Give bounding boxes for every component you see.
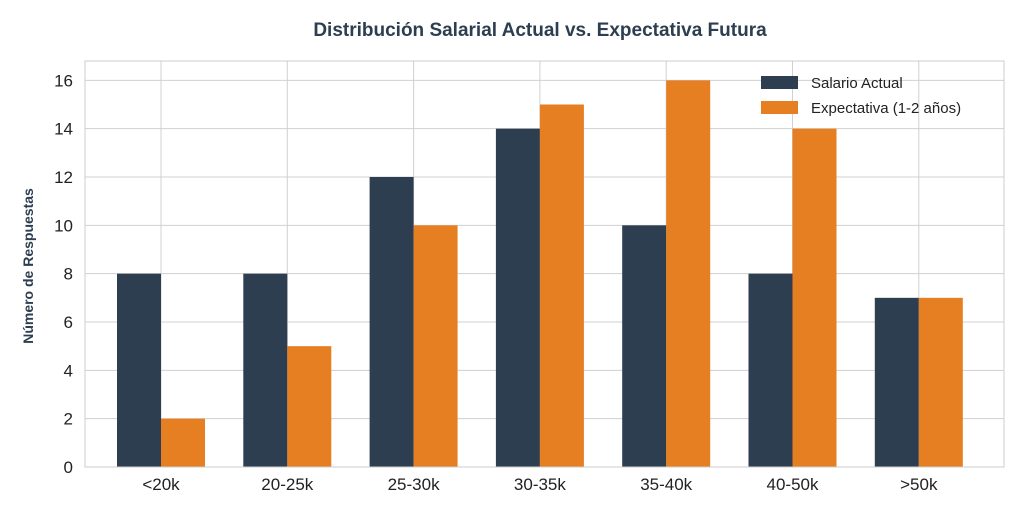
y-tick-label: 16: [54, 71, 73, 90]
chart-title: Distribución Salarial Actual vs. Expecta…: [313, 20, 767, 41]
bar-expectativa-0: [161, 418, 205, 467]
legend-swatch: [761, 101, 798, 114]
bars: [117, 80, 963, 467]
bar-expectativa-3: [539, 104, 584, 467]
bar-salario-actual-4: [622, 225, 667, 467]
x-ticks: <20k 20-25k 25-30k 30-35k 35-40k 40-50k >50k: [142, 475, 938, 494]
bar-expectativa-6: [918, 297, 963, 467]
bar-salario-actual-2: [369, 177, 414, 467]
legend-label: Expectativa (1-2 años): [811, 100, 961, 117]
y-axis-label: Número de Respuestas: [20, 188, 36, 344]
y-tick-label: 10: [54, 216, 73, 235]
y-ticks: 0 2 4 6 8 10 12 14 16: [54, 71, 73, 477]
y-tick-label: 2: [64, 410, 73, 429]
x-tick-label: 40-50k: [767, 475, 819, 494]
bar-expectativa-5: [792, 128, 837, 467]
plot-frame: [84, 60, 1005, 468]
y-tick-label: 4: [64, 361, 73, 380]
bar-salario-actual-0: [117, 273, 161, 467]
legend: Salario Actual Expectativa (1-2 años): [761, 75, 961, 117]
y-tick-label: 8: [64, 265, 73, 284]
x-tick-label: 30-35k: [514, 475, 566, 494]
y-tick-label: 0: [64, 458, 73, 477]
legend-swatch: [761, 76, 798, 89]
y-tick-label: 12: [54, 168, 73, 187]
y-tick-label: 6: [64, 313, 73, 332]
bar-expectativa-4: [666, 80, 711, 467]
legend-label: Salario Actual: [811, 75, 903, 92]
x-tick-label: <20k: [142, 475, 180, 494]
bar-salario-actual-6: [874, 297, 919, 467]
bar-salario-actual-3: [495, 128, 540, 467]
x-tick-label: 25-30k: [388, 475, 440, 494]
bar-expectativa-2: [413, 225, 458, 467]
x-tick-label: >50k: [900, 475, 938, 494]
x-tick-label: 20-25k: [261, 475, 313, 494]
x-tick-label: 35-40k: [640, 475, 692, 494]
bar-expectativa-1: [287, 346, 332, 467]
bar-salario-actual-5: [748, 273, 793, 467]
bar-salario-actual-1: [243, 273, 288, 467]
y-tick-label: 14: [54, 120, 73, 139]
